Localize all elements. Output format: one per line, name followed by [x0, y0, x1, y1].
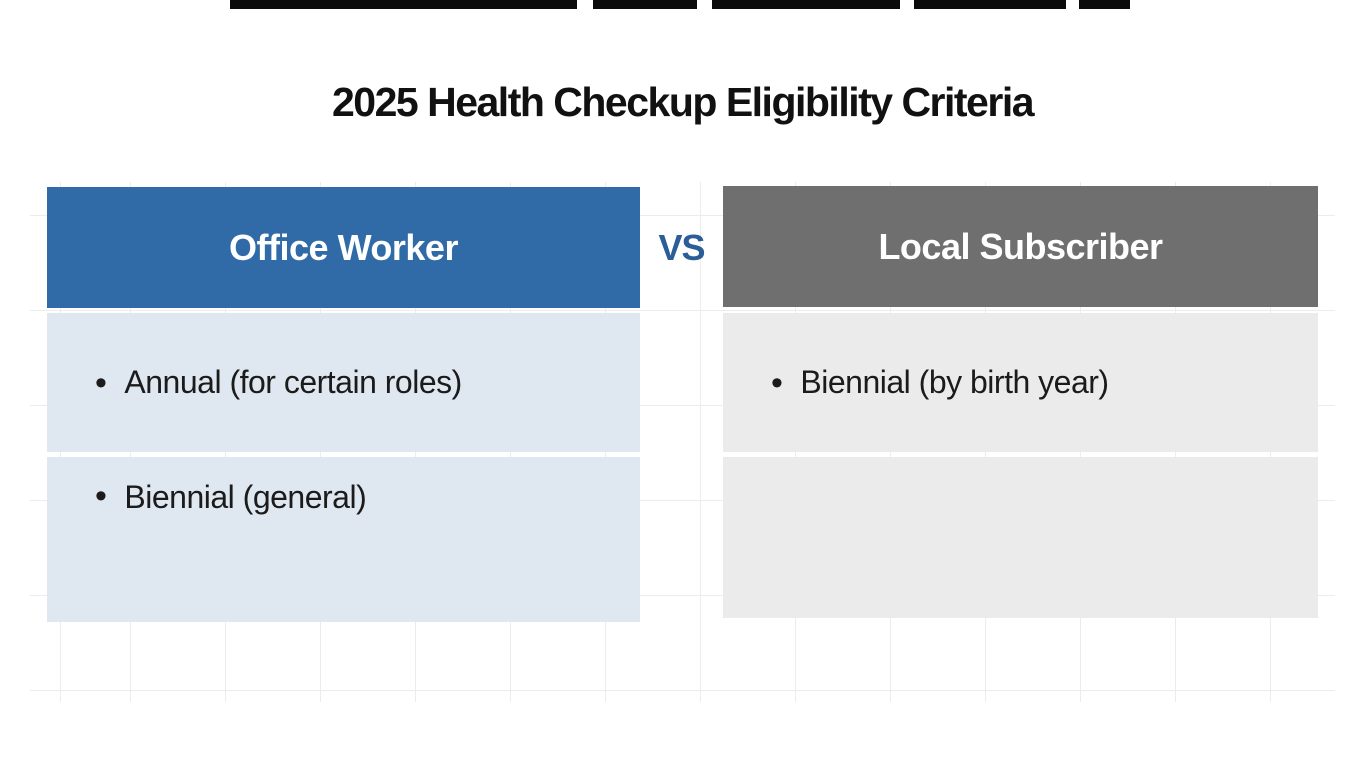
page-title: 2025 Health Checkup Eligibility Criteria [331, 79, 1035, 125]
column-header-office-worker: Office Worker [47, 187, 640, 308]
cropped-text-fragment [914, 0, 1066, 9]
table-cell-office-worker-item-1: • Annual (for certain roles) [47, 313, 640, 452]
column-header-label: Local Subscriber [878, 225, 1163, 267]
table-cell-office-worker-item-2: • Biennial (general) [47, 457, 640, 622]
column-header-label: Office Worker [229, 226, 458, 268]
cropped-text-fragment [1079, 0, 1130, 9]
bullet-icon: • [771, 363, 783, 402]
list-item: Biennial (general) [124, 479, 367, 515]
list-item: Annual (for certain roles) [124, 364, 462, 400]
list-item: Biennial (by birth year) [800, 364, 1109, 400]
column-header-local-subscriber: Local Subscriber [723, 186, 1318, 307]
bullet-icon: • [95, 477, 107, 515]
bullet-icon: • [95, 363, 107, 402]
vs-label: VS [658, 226, 705, 268]
table-cell-local-subscriber-empty [723, 457, 1318, 618]
cropped-text-fragment [230, 0, 577, 9]
table-cell-local-subscriber-item-1: • Biennial (by birth year) [723, 313, 1318, 452]
cropped-text-strip [0, 0, 1365, 9]
cropped-text-fragment [712, 0, 900, 9]
cropped-text-fragment [593, 0, 697, 9]
